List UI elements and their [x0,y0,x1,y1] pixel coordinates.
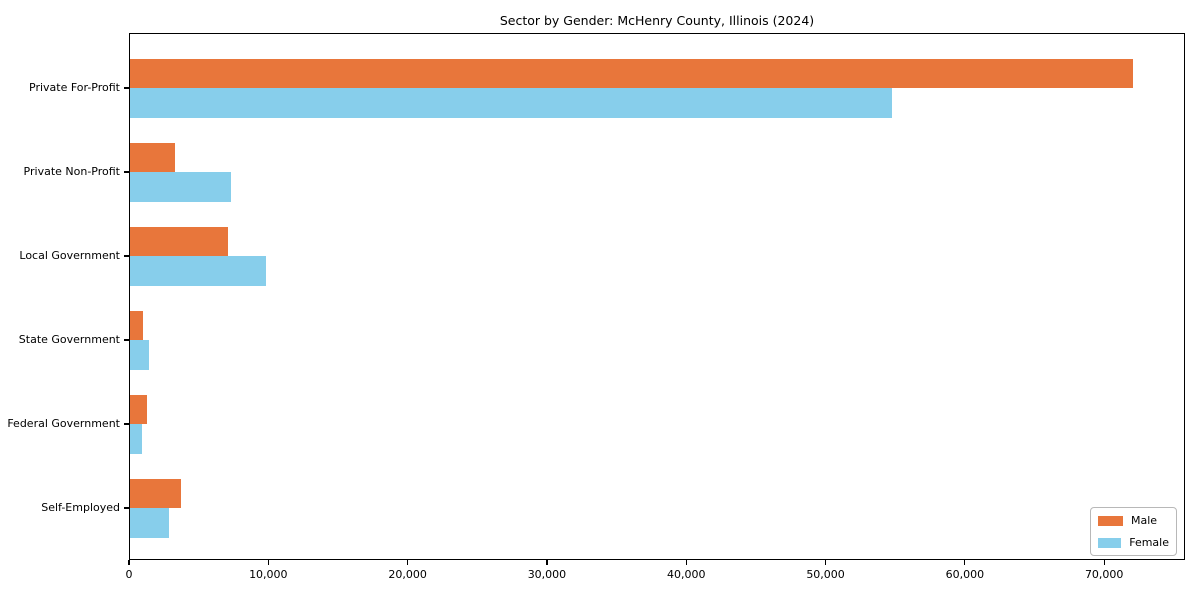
x-tick-label-0: 0 [125,568,133,581]
x-tick-6 [964,560,966,565]
bar-female-4 [129,424,143,454]
bar-male-1 [129,142,175,172]
x-tick-label-5: 50,000 [806,568,845,581]
x-tick-7 [1103,560,1105,565]
x-tick-2 [407,560,409,565]
y-tick-label-0: Private For-Profit [29,81,120,94]
x-tick-3 [546,560,548,565]
legend-swatch-male [1098,515,1123,526]
y-tick-4 [124,423,129,425]
y-tick-1 [124,171,129,173]
x-tick-1 [267,560,269,565]
x-tick-label-1: 10,000 [249,568,288,581]
bar-male-4 [129,394,148,424]
y-tick-label-5: Self-Employed [41,501,120,514]
legend-label-female: Female [1129,536,1169,549]
x-tick-4 [685,560,687,565]
bar-male-3 [129,310,143,340]
x-tick-label-3: 30,000 [527,568,567,581]
x-tick-label-7: 70,000 [1084,568,1124,581]
x-tick-5 [824,560,827,565]
y-tick-label-1: Private Non-Profit [23,165,120,178]
x-tick-label-4: 40,000 [667,568,706,581]
x-tick-0 [128,560,130,565]
x-tick-label-2: 20,000 [388,568,427,581]
legend-swatch-female [1098,537,1122,548]
chart-title: Sector by Gender: McHenry County, Illino… [499,13,815,28]
y-tick-2 [124,255,129,257]
legend: Male Female [1090,507,1177,556]
bar-female-0 [129,88,893,118]
legend-item-male: Male [1098,514,1169,527]
legend-item-female: Female [1098,536,1169,549]
y-tick-label-2: Local Government [19,249,120,262]
legend-label-male: Male [1131,514,1158,527]
bar-male-2 [129,226,228,256]
x-tick-label-6: 60,000 [945,568,985,581]
bar-male-5 [129,478,181,508]
bar-female-3 [129,340,150,370]
plot-area [129,33,1185,560]
bar-male-0 [129,58,1134,88]
y-tick-5 [124,507,129,509]
bar-female-5 [129,508,170,538]
y-tick-3 [124,339,129,341]
y-tick-label-3: State Government [18,333,120,346]
bar-female-2 [129,256,266,286]
y-tick-0 [124,87,129,89]
y-tick-label-4: Federal Government [7,417,120,430]
bar-female-1 [129,172,231,202]
